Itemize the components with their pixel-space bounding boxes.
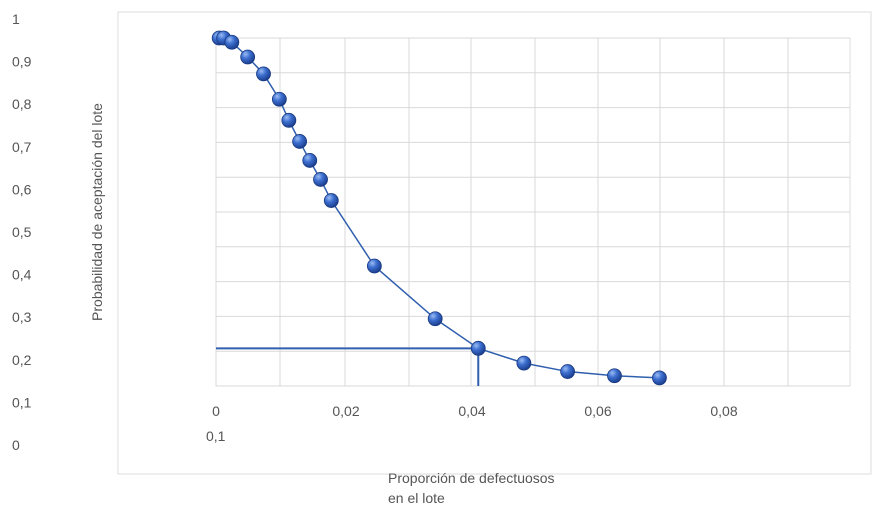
- y-tick-label: 1: [12, 11, 20, 27]
- x-tick-label: 0: [212, 403, 220, 419]
- y-tick-label: 0,7: [12, 139, 32, 155]
- data-point: [281, 112, 297, 128]
- y-tick-label: 0: [12, 437, 20, 453]
- x-axis-title-line2: en el lote: [388, 490, 445, 506]
- grid-lines: [215, 37, 850, 387]
- y-tick-label: 0,8: [12, 96, 32, 112]
- data-point: [516, 355, 532, 371]
- x-axis-tick-labels: 0 0,02 0,04 0,06 0,08: [212, 403, 738, 419]
- chart-frame: [117, 11, 872, 475]
- data-point: [427, 311, 443, 327]
- x-axis-extra-label: 0,1: [206, 428, 226, 444]
- data-point: [224, 34, 240, 50]
- data-point: [323, 193, 339, 208]
- data-point: [256, 66, 271, 82]
- x-tick-label: 0,08: [710, 403, 737, 419]
- x-tick-label: 0,02: [332, 403, 359, 419]
- y-tick-label: 0,1: [12, 394, 32, 410]
- data-point: [302, 153, 318, 168]
- y-tick-label: 0,6: [12, 181, 32, 197]
- data-point: [470, 340, 486, 356]
- x-tick-label: 0,06: [584, 403, 611, 419]
- y-tick-label: 0,2: [12, 352, 32, 368]
- data-point: [607, 368, 622, 384]
- y-axis-tick-labels: 1 0,9 0,8 0,7 0,6 0,5 0,4 0,3 0,2 0,1 0: [12, 11, 32, 453]
- data-point: [652, 370, 667, 386]
- y-tick-label: 0,5: [12, 224, 32, 240]
- y-tick-label: 0,4: [12, 267, 32, 283]
- y-axis-title: Probabilidad de aceptación del lote: [89, 103, 105, 321]
- x-axis-title-line1: Proporción de defectuosos: [388, 470, 555, 486]
- data-point: [313, 172, 328, 187]
- data-point: [292, 134, 308, 149]
- y-tick-label: 0,9: [12, 54, 32, 70]
- data-point: [271, 91, 287, 107]
- data-point: [560, 364, 575, 379]
- data-point: [240, 49, 256, 65]
- series-group: [211, 30, 667, 386]
- x-tick-label: 0,04: [458, 403, 485, 419]
- data-point: [366, 258, 382, 274]
- y-tick-label: 0,3: [12, 309, 32, 325]
